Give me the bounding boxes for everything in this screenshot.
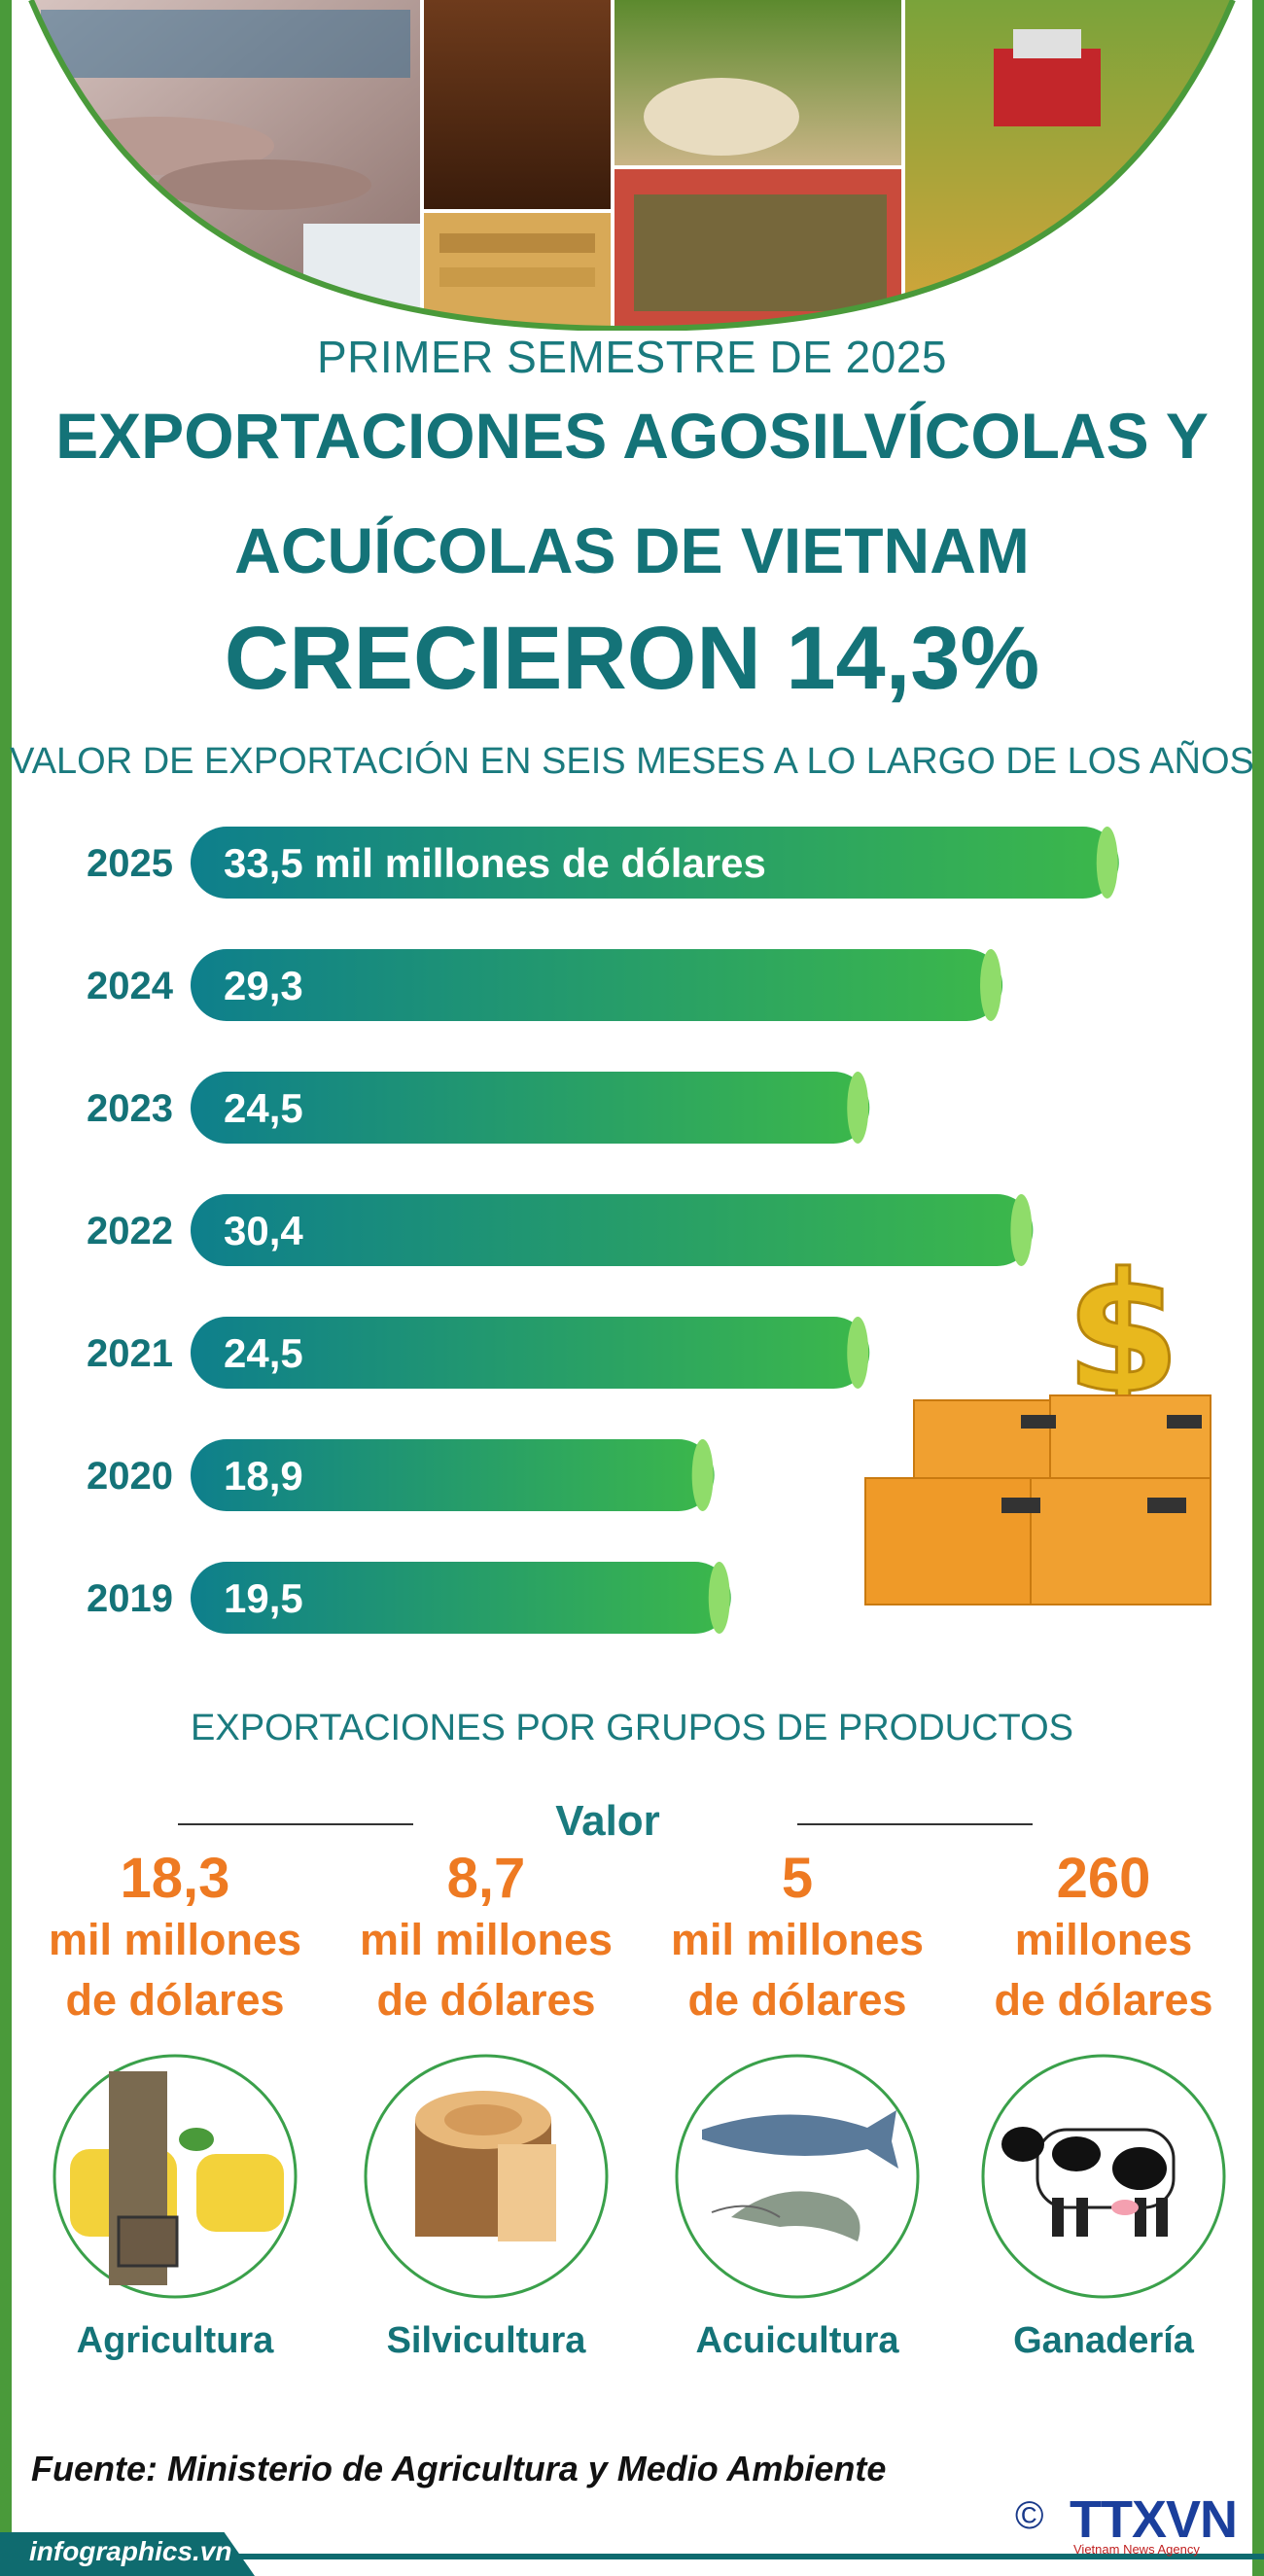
bar-2023 — [191, 1072, 870, 1144]
bar-value-label-2023: 24,5 — [224, 1085, 303, 1131]
title-line-2: ACUÍCOLAS DE VIETNAM — [234, 514, 1030, 586]
bar-value-label-2020: 18,9 — [224, 1453, 303, 1499]
valor-divider-left — [178, 1823, 413, 1825]
bar-cap-2025 — [1096, 827, 1118, 899]
frame-left-border — [0, 0, 12, 2576]
bar-2024 — [191, 949, 1003, 1021]
group-unit-line1: millones — [1014, 1915, 1193, 1964]
group-unit-line2: de dólares — [65, 1975, 285, 2025]
bar-2019 — [191, 1562, 731, 1634]
bar-2025 — [191, 827, 1119, 899]
group-ganaderia: 260 millones de dólares Ganadería — [948, 1848, 1259, 2362]
bar-2021 — [191, 1317, 870, 1389]
subtitle: PRIMER SEMESTRE DE 2025 — [316, 332, 948, 382]
group-name: Acuicultura — [695, 2320, 899, 2361]
group-name: Ganadería — [1013, 2320, 1194, 2361]
hero-photo-collage — [12, 0, 1252, 331]
frame-right-border — [1252, 0, 1264, 2576]
group-unit-line1: mil millones — [48, 1915, 302, 1964]
group-unit-line1: mil millones — [359, 1915, 614, 1964]
bar-2022 — [191, 1194, 1034, 1266]
bar-value-label-2024: 29,3 — [224, 963, 303, 1008]
group-acuicultura: 5 mil millones de dólares Acuicultura — [642, 1848, 953, 2362]
bar-value-label-2025: 33,5 mil millones de dólares — [224, 840, 766, 886]
bar-value-label-2022: 30,4 — [224, 1208, 303, 1253]
bar-2020 — [191, 1439, 715, 1511]
group-unit-line2: de dólares — [376, 1975, 596, 2025]
bar-cap-2021 — [847, 1317, 869, 1389]
fish-shrimp-icon — [675, 2054, 920, 2299]
group-agricultura: 18,3 mil millones de dólares Agricultura — [19, 1848, 331, 2362]
bar-value-label-2021: 24,5 — [224, 1330, 303, 1376]
bar-year-label-2025: 2025 — [87, 842, 173, 885]
bar-cap-2022 — [1010, 1194, 1033, 1266]
group-unit-line2: de dólares — [994, 1975, 1213, 2025]
copyright-symbol: © — [1015, 2494, 1044, 2537]
bar-cap-2024 — [980, 949, 1002, 1021]
group-value: 18,3 — [120, 1847, 230, 1910]
source-note: Fuente: Ministerio de Agricultura y Medi… — [31, 2449, 887, 2488]
group-name: Agricultura — [76, 2320, 274, 2361]
group-unit-line2: de dólares — [687, 1975, 907, 2025]
bar-year-label-2023: 2023 — [87, 1087, 173, 1130]
cow-icon — [981, 2054, 1226, 2299]
bar-value-label-2019: 19,5 — [224, 1575, 303, 1621]
chart-title: VALOR DE EXPORTACIÓN EN SEIS MESES A LO … — [10, 741, 1254, 782]
bar-year-label-2021: 2021 — [87, 1332, 173, 1375]
group-value: 260 — [1056, 1847, 1151, 1910]
agency-subtitle: Vietnam News Agency — [1073, 2542, 1200, 2557]
agency-logo: TTXVN — [1070, 2490, 1238, 2549]
bar-chart: 2025 33,5 mil millones de dólares 2024 29,3… — [87, 827, 1119, 1634]
wood-log-icon — [364, 2054, 609, 2299]
bar-cap-2019 — [708, 1562, 730, 1634]
group-name: Silvicultura — [386, 2320, 586, 2361]
title-line-1: EXPORTACIONES AGOSILVÍCOLAS Y — [55, 400, 1209, 472]
group-silvicultura: 8,7 mil millones de dólares Silvicultura — [331, 1848, 642, 2362]
group-value: 8,7 — [446, 1847, 526, 1910]
footer-strip — [233, 2554, 1264, 2559]
bar-year-label-2022: 2022 — [87, 1210, 173, 1253]
group-value: 5 — [781, 1847, 814, 1910]
bar-cap-2023 — [847, 1072, 869, 1144]
footer-site-link[interactable]: infographics.vn — [29, 2536, 232, 2566]
bar-year-label-2019: 2019 — [87, 1577, 173, 1620]
boxes-dollar-illustration: $ — [864, 1254, 1211, 1606]
groups-title: EXPORTACIONES POR GRUPOS DE PRODUCTOS — [191, 1708, 1073, 1748]
group-unit-line1: mil millones — [670, 1915, 925, 1964]
headline: CRECIERON 14,3% — [224, 609, 1040, 708]
valor-label: Valor — [555, 1797, 660, 1845]
valor-divider-right — [797, 1823, 1033, 1825]
bar-cap-2020 — [691, 1439, 714, 1511]
bar-year-label-2020: 2020 — [87, 1455, 173, 1498]
rubber-tapping-icon — [53, 2054, 298, 2299]
footer-band — [0, 2532, 255, 2576]
bar-year-label-2024: 2024 — [87, 965, 174, 1007]
